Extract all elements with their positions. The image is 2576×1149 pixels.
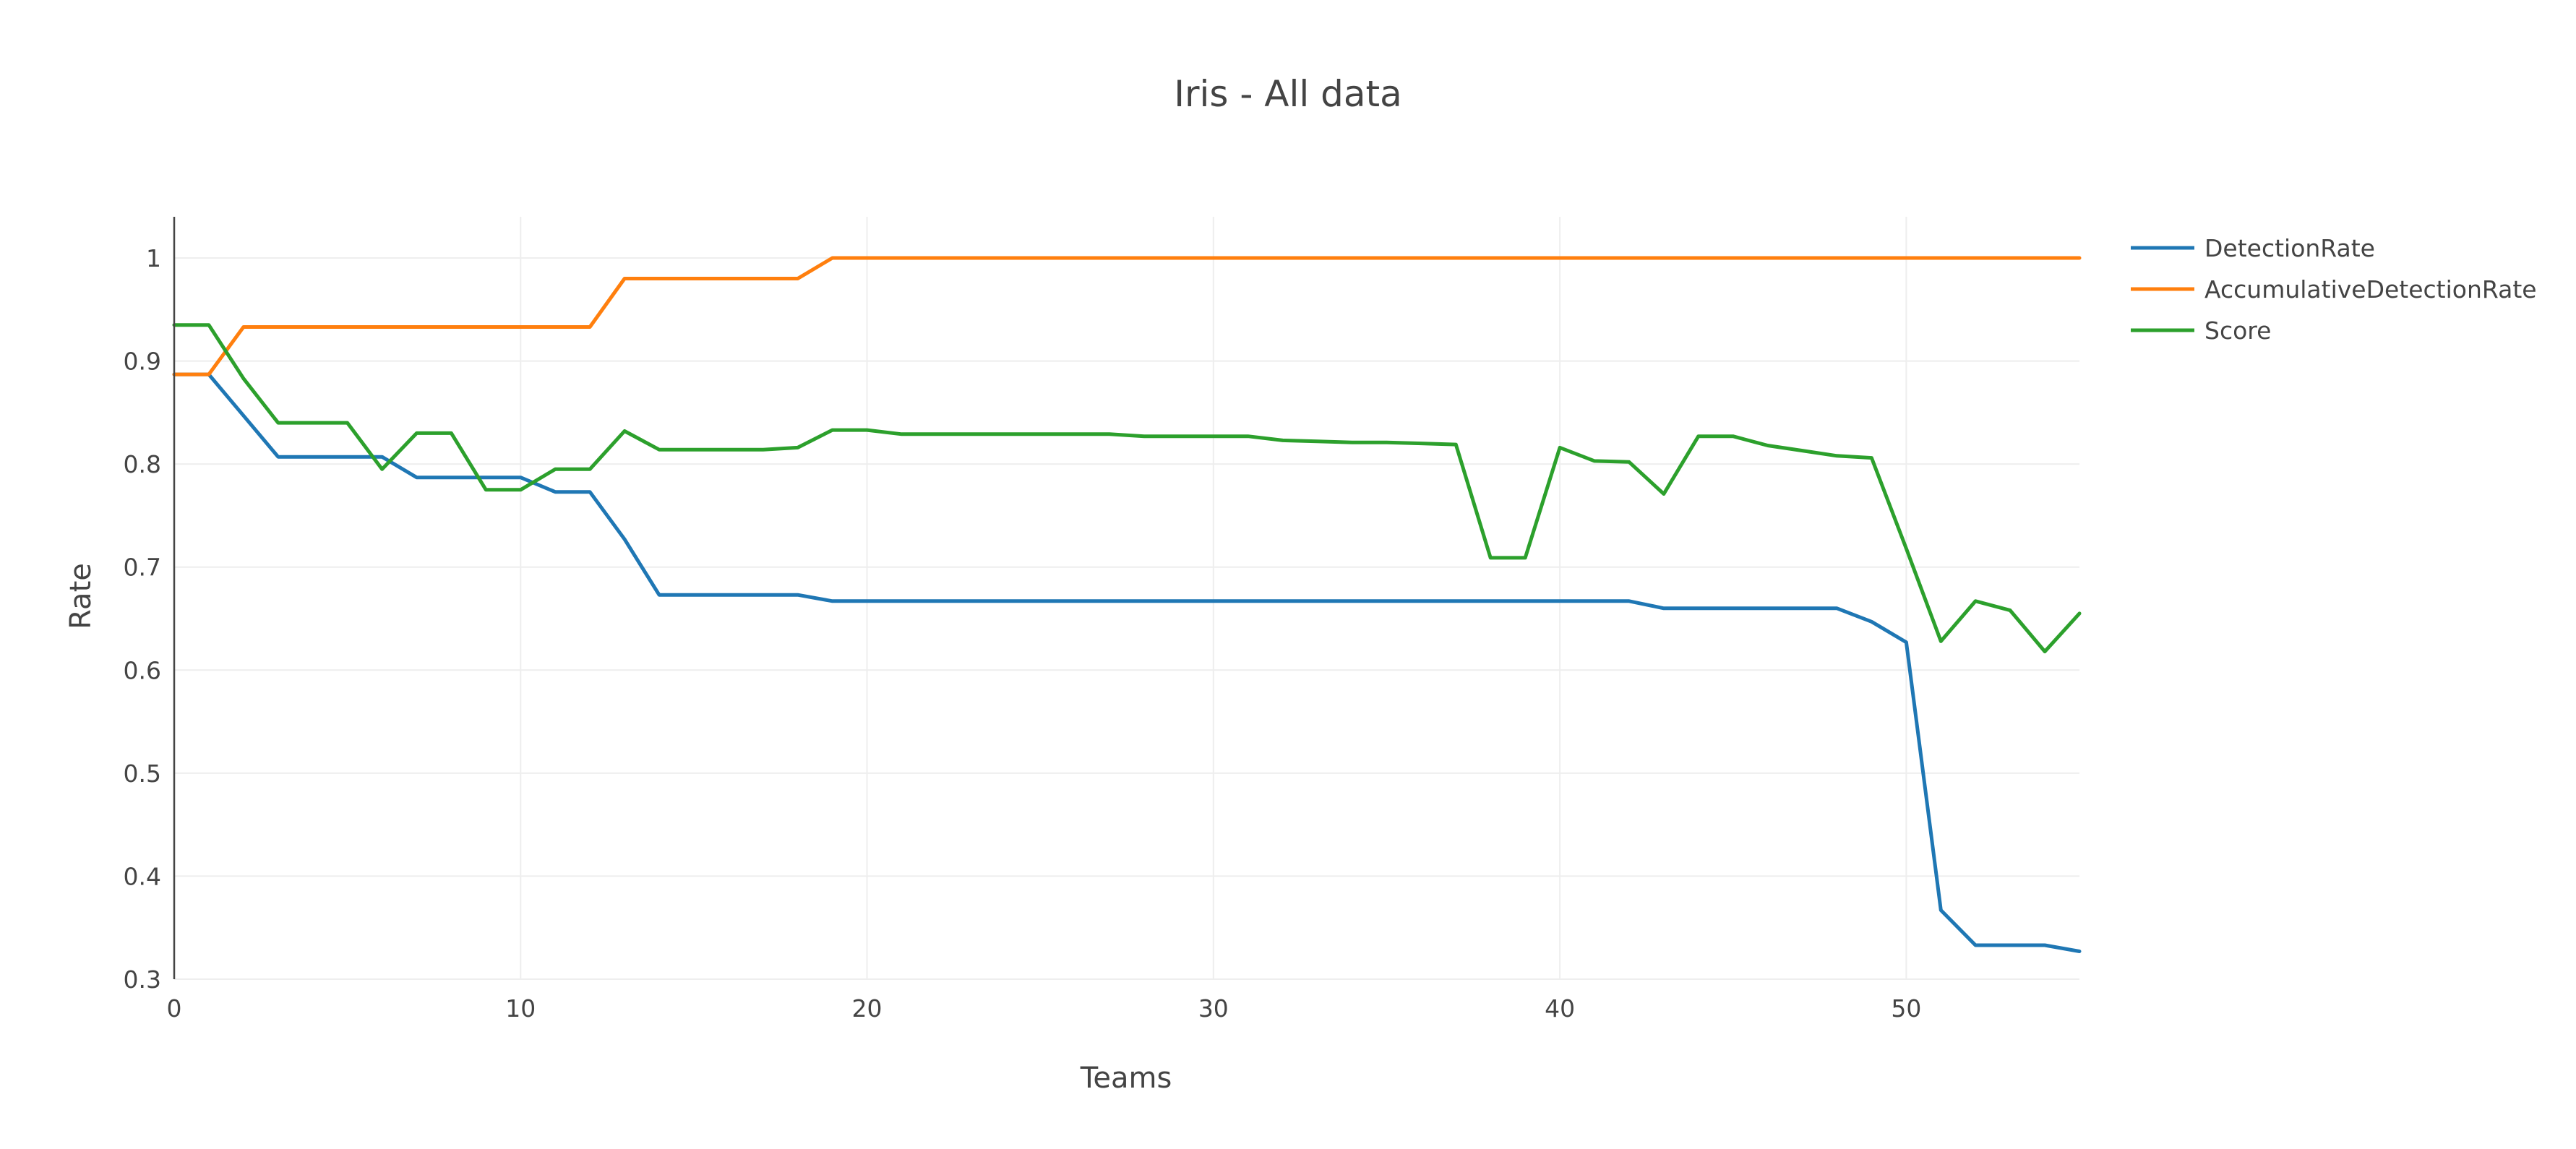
chart-title: Iris - All data [1174,73,1402,115]
y-tick-label: 0.3 [124,965,161,994]
y-tick-label: 1 [146,244,161,272]
y-tick-label: 0.4 [124,862,161,890]
x-axis-label: Teams [1080,1062,1172,1095]
series-line-detection-rate [172,372,2082,953]
legend-label: AccumulativeDetectionRate [2204,275,2537,304]
y-tick-label: 0.5 [124,759,161,788]
x-tick-label: 10 [505,994,536,1023]
x-tick-label: 30 [1198,994,1229,1023]
legend-item-accumulative-detection-rate[interactable]: AccumulativeDetectionRate [2131,275,2537,304]
legend-item-detection-rate[interactable]: DetectionRate [2131,234,2375,262]
legend-label: DetectionRate [2204,234,2375,262]
y-tick-label: 0.8 [124,450,161,478]
x-tick-label: 50 [1891,994,1921,1023]
x-tick-label: 40 [1545,994,1575,1023]
x-tick-label: 20 [852,994,883,1023]
x-tick-label: 0 [167,994,182,1023]
legend-item-score[interactable]: Score [2131,317,2271,345]
y-axis-label: Rate [64,563,98,629]
y-axis-ticks: 0.3 0.4 0.5 0.6 0.7 0.8 0.9 1 [124,244,161,994]
legend-label: Score [2204,317,2271,345]
x-axis-ticks: 0 10 20 30 40 50 [167,994,1922,1023]
grid [174,217,2079,980]
series-line-score [172,323,2082,654]
y-tick-label: 0.9 [124,348,161,376]
series-group [172,256,2082,953]
y-tick-label: 0.7 [124,554,161,582]
legend[interactable]: DetectionRate AccumulativeDetectionRate Sc… [2131,234,2537,345]
series-line-accumulative-detection-rate [172,256,2082,376]
y-tick-label: 0.6 [124,656,161,684]
